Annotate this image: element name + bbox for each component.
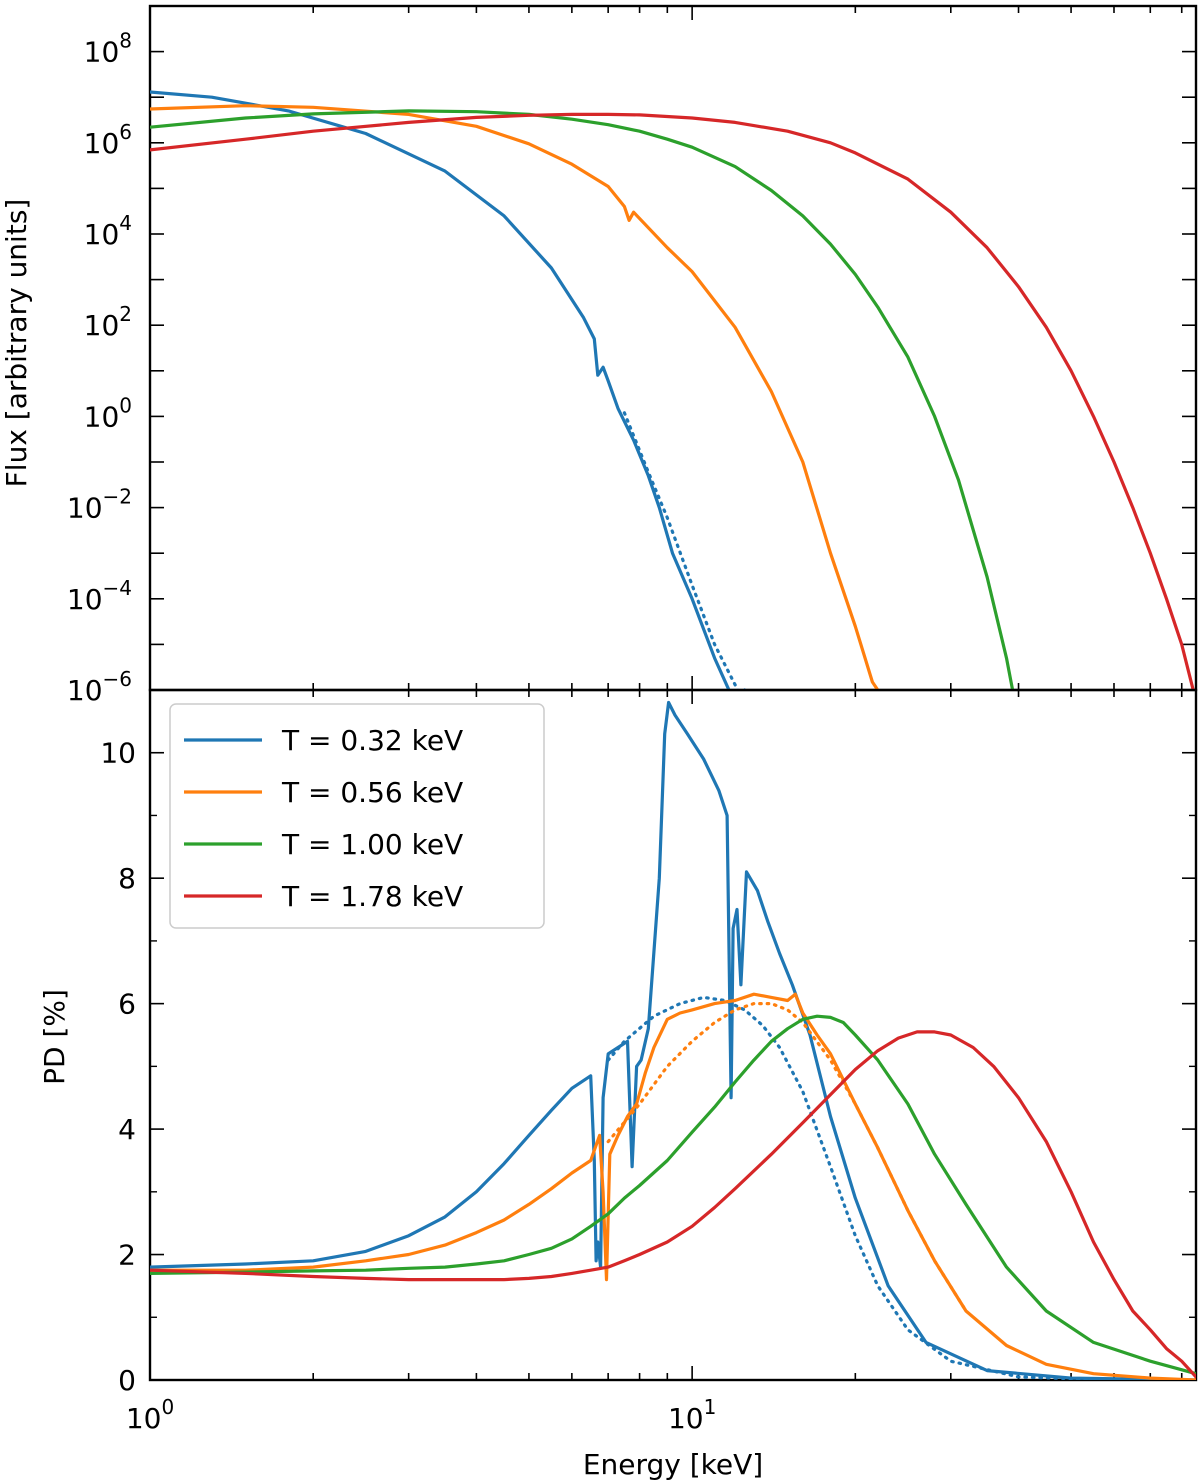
- energy-x-tick-label-base: 10: [668, 1402, 704, 1435]
- energy-x-tick-label-base: 10: [126, 1402, 162, 1435]
- legend-label-1: T = 0.56 keV: [281, 776, 463, 809]
- energy-x-tick-label-exp: 1: [704, 1395, 717, 1419]
- flux-y-tick-label-base: 10: [84, 218, 120, 251]
- flux-y-tick-label: 10−6: [67, 667, 132, 707]
- flux-series-1-model: [622, 411, 740, 690]
- flux-y-tick-label-exp: 2: [119, 302, 132, 326]
- flux-series-3: [150, 109, 1015, 690]
- legend-label-2: T = 1.00 keV: [281, 828, 463, 861]
- flux-y-tick-label-base: 10: [84, 400, 120, 433]
- pd-axes-frame: [148, 688, 1198, 1382]
- flux-y-tick-label: 10−2: [67, 485, 132, 525]
- pd-series-1-model: [606, 995, 1196, 1380]
- flux-series-2: [150, 104, 880, 690]
- flux-y-tick-label-exp: 8: [119, 29, 132, 53]
- flux-y-tick-label: 108: [84, 29, 132, 69]
- pd-y-tick-label: 2: [118, 1239, 136, 1272]
- flux-y-tick-label-base: 10: [84, 36, 120, 69]
- flux-y-tick-label: 104: [84, 211, 132, 251]
- energy-x-axis-label: Energy [keV]: [583, 1448, 763, 1481]
- pd-y-tick-label: 0: [118, 1364, 136, 1397]
- flux-series-4: [150, 112, 1195, 690]
- flux-y-tick-label: 102: [84, 302, 132, 342]
- flux-y-tick-label-exp: 6: [119, 120, 132, 144]
- flux-y-tick-label: 100: [84, 393, 132, 433]
- pd-series-2: [150, 992, 1196, 1380]
- pd-y-tick-label: 8: [118, 862, 136, 895]
- flux-y-tick-label-base: 10: [67, 583, 103, 616]
- energy-x-tick-label: 100: [126, 1395, 174, 1435]
- energy-x-tick-label-exp: 0: [161, 1395, 174, 1419]
- pd-y-tick-label: 10: [100, 737, 136, 770]
- flux-y-tick-label-exp: 0: [119, 393, 132, 417]
- legend-frame: [169, 703, 545, 929]
- pd-series-group: [150, 700, 1196, 1380]
- pd-y-axis-label: PD [%]: [38, 989, 71, 1085]
- flux-y-tick-label-base: 10: [67, 492, 103, 525]
- flux-y-tick-label-exp: 4: [119, 211, 132, 235]
- flux-y-tick-label-exp: −6: [103, 667, 132, 691]
- legend-label-0: T = 0.32 keV: [281, 724, 463, 757]
- flux-y-tick-label-exp: −4: [103, 576, 132, 600]
- pd-y-tick-label: 6: [118, 988, 136, 1021]
- pd-series-3-model: [606, 1001, 968, 1313]
- flux-y-tick-label-base: 10: [67, 674, 103, 707]
- legend-label-3: T = 1.78 keV: [281, 880, 463, 913]
- energy-x-tick-label: 101: [668, 1395, 716, 1435]
- pd-series-0: [150, 700, 1196, 1380]
- pd-series-4: [150, 1014, 1196, 1376]
- pd-y-tick-label: 4: [118, 1113, 136, 1146]
- flux-y-tick-label: 10−4: [67, 576, 132, 616]
- pd-series-5: [150, 1030, 1196, 1379]
- legend: T = 0.32 keV T = 0.56 keV T = 1.00 keV T = …: [169, 703, 545, 929]
- flux-y-tick-label-exp: −2: [103, 485, 132, 509]
- flux-y-axis-label: Flux [arbitrary units]: [0, 199, 33, 488]
- flux-series-0: [150, 90, 747, 690]
- flux-y-tick-label-base: 10: [84, 127, 120, 160]
- flux-series-group: [150, 90, 1195, 690]
- flux-y-tick-label: 106: [84, 120, 132, 160]
- flux-y-tick-label-base: 10: [84, 309, 120, 342]
